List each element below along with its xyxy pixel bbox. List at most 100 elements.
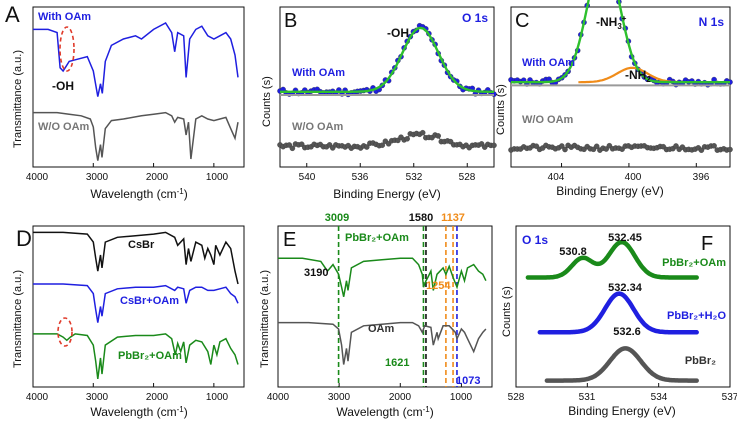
data-point [711,143,717,149]
panel-a-ticks: 4000 3000 2000 1000 [26,172,229,183]
panel-c-title: N 1s [699,15,725,29]
tick-label: 1000 [206,172,229,183]
peak-label-530-8: 530.8 [559,246,587,258]
tick-label: 2000 [146,392,169,403]
panel-e: E PbBr₂+OAm OAm 3190 3009 1580 1137 1254… [259,212,493,419]
label-pbbr2-oam: PbBr₂+OAm [662,257,726,269]
data-point [698,147,705,153]
marker-label-1254: 1254 [426,280,451,292]
nh2-annotation: -NH2 [625,68,651,84]
fit-line [511,0,730,84]
nh2-fit-line [578,66,680,84]
legend-with-oam: With OAm [292,67,345,79]
series-line [33,231,239,285]
series-line [278,321,487,365]
panel-e-ylabel: Transmittance (a.u.) [259,270,271,368]
panel-c-ticks: 404 400 396 [548,172,710,183]
panel-f-ylabel: Counts (s) [501,286,513,337]
oh-highlight-ellipse [57,317,73,347]
data-point [379,142,386,148]
panel-f: F O 1s 530.8 532.45 532.34 532.6 PbBr₂+O… [501,225,737,418]
tick-label: 3000 [86,392,109,403]
data-point [404,136,410,142]
panel-c: C N 1s -NH3+ -NH2 With OAm W/O OAm Count… [495,0,733,198]
peak-label-532-45: 532.45 [608,232,642,244]
panel-a-frame [32,6,245,168]
data-point [727,146,733,153]
data-point [593,143,600,150]
label-pbbr2-h2o: PbBr₂+H₂O [667,310,726,322]
tick-label: 3000 [328,392,351,403]
legend-with-oam: With OAm [522,57,575,69]
tick-label: 396 [693,172,710,183]
series-line [544,346,699,383]
series-line [33,22,239,97]
peak-3190-annotation: 3190 [304,267,328,279]
marker-label-1621: 1621 [385,357,409,369]
tick-label: 4000 [267,392,290,403]
panel-e-ticks: 4000 3000 2000 1000 [267,392,473,403]
label-pbbr2: PbBr₂ [685,355,716,367]
panel-b-ylabel: Counts (s) [261,76,273,127]
panel-d-letter: D [16,226,32,251]
tick-label: 531 [579,392,596,403]
label-pbbr2-oam: PbBr₂+OAm [118,350,182,362]
tick-label: 1000 [450,392,473,403]
marker-label-3009: 3009 [325,212,349,224]
tick-label: 2000 [389,392,412,403]
peak-label-532-6: 532.6 [613,326,641,338]
panel-d-frame [32,225,245,388]
panel-a-ylabel: Transmittance (a.u.) [12,50,24,148]
series-line [525,239,699,280]
panel-c-ylabel: Counts (s) [495,84,507,135]
fit-line [280,26,494,93]
panel-c-frame [510,6,731,168]
oh-highlight-ellipse [59,26,75,72]
tick-label: 528 [459,172,476,183]
legend-with-oam: With OAm [38,11,91,23]
data-point [419,129,426,136]
label-pbbr2-oam: PbBr₂+OAm [345,232,409,244]
panel-d-ylabel: Transmittance (a.u.) [12,270,24,368]
label-csbr: CsBr [128,239,155,251]
tick-label: 537 [722,392,737,403]
tick-label: 404 [548,172,565,183]
series-line [33,111,239,161]
oh-annotation: -OH [52,79,74,93]
tick-label: 532 [406,172,423,183]
tick-label: 4000 [26,172,49,183]
tick-label: 1000 [206,392,229,403]
data-point [562,146,568,153]
series-line [33,333,239,379]
panel-f-ticks: 528 531 534 537 [508,392,737,403]
tick-label: 4000 [26,392,49,403]
data-point [673,143,679,149]
panel-d: D CsBr CsBr+OAm PbBr₂+OAm Transmittance … [12,225,245,419]
panel-e-frame [277,225,493,388]
panel-f-xlabel: Binding Energy (eV) [568,404,675,418]
tick-label: 536 [352,172,369,183]
panel-b-xlabel: Binding Energy (eV) [333,187,440,201]
panel-a: A With OAm W/O OAm -OH Transmittance (a.… [5,2,245,201]
series-line [33,283,239,323]
panel-a-xlabel: Wavelength (cm-1) [90,187,187,201]
panel-b-letter: B [284,10,297,32]
tick-label: 534 [651,392,668,403]
data-point [364,144,370,150]
tick-label: 2000 [146,172,169,183]
data-point [435,133,441,139]
series-line [278,257,487,297]
legend-wo-oam: W/O OAm [522,114,574,126]
panel-b-frame [279,6,495,168]
data-point [298,141,305,147]
data-point [559,143,565,149]
marker-label-1073: 1073 [456,375,480,387]
panel-f-frame [515,225,731,388]
panel-e-xlabel: Wavelength (cm-1) [336,405,433,419]
peak-label-532-34: 532.34 [608,282,643,294]
panel-d-ticks: 4000 3000 2000 1000 [26,392,229,403]
tick-label: 400 [625,172,642,183]
label-oam: OAm [368,323,395,335]
panel-d-xlabel: Wavelength (cm-1) [90,405,187,419]
